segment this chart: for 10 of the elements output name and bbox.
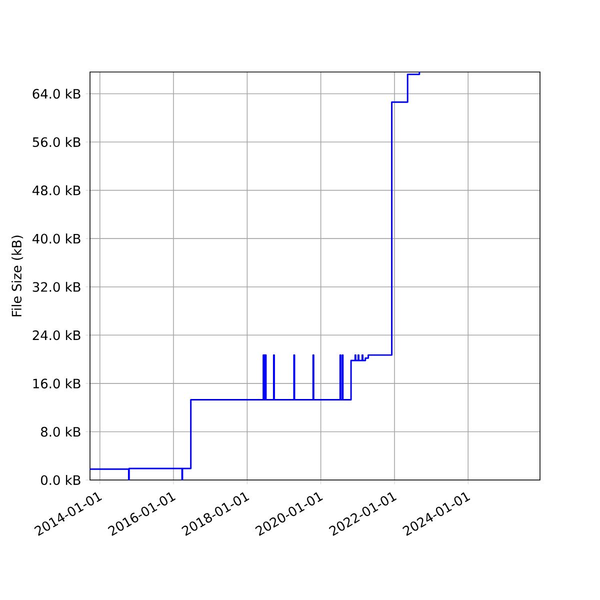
y-tick-label: 64.0 kB <box>32 88 80 99</box>
y-axis-title: File Size (kB) <box>12 236 24 316</box>
y-tick-label: 24.0 kB <box>32 330 80 340</box>
y-tick-label: 0.0 kB <box>40 474 80 486</box>
y-tick-label: 32.0 kB <box>32 282 80 292</box>
y-tick-label: 16.0 kB <box>33 378 80 388</box>
y-tick-label: 8.0 kB <box>41 426 80 437</box>
y-tick-label: 40.0 kB <box>32 234 80 244</box>
y-tick-label: 48.0 kB <box>32 185 80 196</box>
y-tick-label: 56.0 kB <box>32 136 80 148</box>
